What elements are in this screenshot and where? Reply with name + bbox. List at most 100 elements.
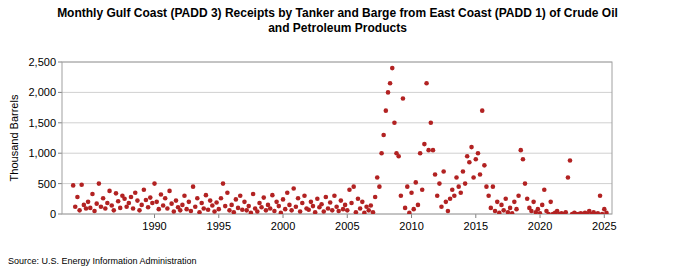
point — [373, 195, 378, 200]
point — [142, 187, 147, 192]
point — [73, 204, 78, 209]
point — [135, 198, 140, 203]
point — [300, 201, 305, 206]
point — [201, 206, 206, 211]
point — [169, 201, 174, 206]
y-tick-label: 500 — [38, 178, 56, 190]
point — [103, 206, 108, 211]
point — [244, 208, 249, 213]
point — [343, 203, 348, 208]
point — [456, 184, 461, 189]
point — [272, 209, 277, 214]
point — [396, 154, 401, 159]
point — [148, 195, 153, 200]
point — [309, 200, 314, 205]
plot-frame — [62, 62, 612, 214]
point — [227, 208, 232, 213]
point — [461, 169, 466, 174]
point — [84, 206, 89, 211]
point — [529, 209, 534, 214]
point — [388, 81, 393, 86]
y-tick-label: 1,000 — [28, 147, 56, 159]
x-tick — [347, 214, 348, 218]
point — [152, 181, 157, 186]
point — [150, 201, 155, 206]
point — [223, 204, 228, 209]
point — [146, 205, 151, 210]
point — [332, 193, 337, 198]
point — [441, 169, 446, 174]
x-tick-label: 2005 — [335, 220, 359, 232]
point — [354, 210, 359, 214]
point — [351, 184, 356, 189]
grid-line — [62, 153, 612, 154]
point — [518, 148, 523, 153]
point — [291, 186, 296, 191]
point — [429, 121, 434, 126]
point — [489, 206, 494, 211]
point — [107, 189, 112, 194]
y-tick — [58, 153, 62, 154]
point — [596, 211, 601, 214]
point — [187, 200, 192, 205]
point — [165, 206, 170, 211]
point — [486, 193, 491, 198]
point — [538, 211, 543, 214]
point — [375, 175, 380, 180]
point — [71, 183, 76, 188]
point — [469, 145, 474, 150]
point — [358, 206, 363, 211]
point — [180, 203, 185, 208]
point — [497, 210, 502, 214]
point — [503, 197, 508, 202]
point — [90, 192, 95, 197]
point — [195, 196, 200, 201]
point — [390, 66, 395, 71]
point — [204, 193, 209, 198]
point — [454, 175, 459, 180]
point — [193, 204, 198, 209]
point — [409, 190, 414, 195]
point — [122, 197, 127, 202]
point — [133, 190, 138, 195]
point — [484, 184, 489, 189]
point — [257, 201, 262, 206]
point — [171, 209, 176, 214]
x-tick — [283, 214, 284, 218]
y-axis-label: Thousand Barrels — [8, 94, 20, 181]
point — [499, 203, 504, 208]
point — [546, 212, 551, 214]
point — [347, 187, 352, 192]
point — [334, 204, 339, 209]
point — [360, 200, 365, 205]
point — [508, 206, 513, 211]
point — [328, 200, 333, 205]
points — [71, 66, 609, 214]
point — [386, 90, 391, 95]
point — [598, 193, 603, 198]
point — [281, 197, 286, 202]
point — [536, 207, 541, 212]
point — [542, 187, 547, 192]
y-tick — [58, 183, 62, 184]
point — [341, 207, 346, 212]
point — [264, 208, 269, 213]
point — [287, 203, 292, 208]
point — [156, 207, 161, 212]
x-tick-label: 2015 — [464, 220, 488, 232]
point — [184, 207, 189, 212]
point — [439, 204, 444, 209]
point — [330, 208, 335, 213]
point — [384, 108, 389, 113]
title: Monthly Gulf Coast (PADD 3) Receipts by … — [57, 6, 618, 35]
point — [435, 193, 440, 198]
point — [516, 193, 521, 198]
point — [315, 197, 320, 202]
point — [225, 190, 230, 195]
point — [349, 201, 354, 206]
point — [491, 184, 496, 189]
point — [221, 181, 226, 186]
point — [467, 160, 472, 165]
point — [302, 193, 307, 198]
point — [236, 206, 241, 211]
